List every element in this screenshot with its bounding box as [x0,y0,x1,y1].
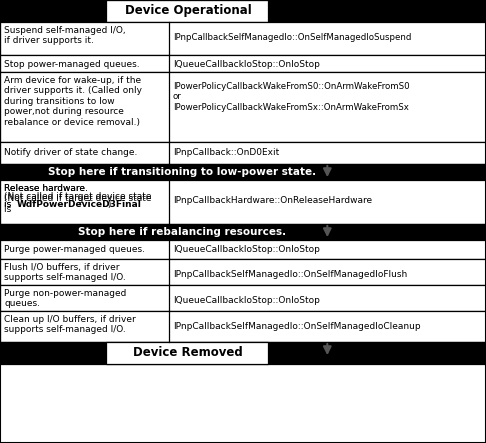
Bar [0,72,486,142]
Bar [0,342,486,364]
Text: Arm device for wake-up, if the
driver supports it. (Called only
during transitio: Arm device for wake-up, if the driver su… [4,76,142,127]
Text: WdfPowerDeviceD3Final: WdfPowerDeviceD3Final [17,200,142,209]
Text: Flush I/O buffers, if driver
supports self-managed I/O.: Flush I/O buffers, if driver supports se… [4,263,126,282]
Bar [106,0,268,22]
Bar [0,55,486,72]
Text: Purge non-power-managed
queues.: Purge non-power-managed queues. [4,289,126,308]
Text: Clean up I/O buffers, if driver
supports self-managed I/O.: Clean up I/O buffers, if driver supports… [4,315,136,334]
Text: Release hardware.
(Not called if target device state
is: Release hardware. (Not called if target … [4,184,152,214]
Text: is: is [4,200,14,209]
Text: IPowerPolicyCallbackWakeFromS0::OnArmWakeFromS0
or
IPowerPolicyCallbackWakeFromS: IPowerPolicyCallbackWakeFromS0::OnArmWak… [173,82,409,112]
Text: IPnpCallbackSelfManagedIo::OnSelfManagedIoCleanup: IPnpCallbackSelfManagedIo::OnSelfManaged… [173,322,420,331]
Text: IPnpCallbackHardware::OnReleaseHardware: IPnpCallbackHardware::OnReleaseHardware [173,196,372,205]
Text: Suspend self-managed I/O,
if driver supports it.: Suspend self-managed I/O, if driver supp… [4,26,125,45]
Text: IQueueCallbackIoStop::OnIoStop: IQueueCallbackIoStop::OnIoStop [173,245,319,254]
Bar [0,180,486,224]
Text: Device Removed: Device Removed [134,346,243,359]
Bar [0,224,486,240]
Text: Stop here if transitioning to low-power state.: Stop here if transitioning to low-power … [48,167,316,177]
Bar [0,240,486,259]
Bar [0,142,486,164]
Bar [0,164,486,180]
Text: .): .) [105,200,111,209]
Bar [0,0,486,22]
Text: is: is [4,200,14,209]
Text: IPnpCallbackSelfManagedIo::OnSelfManagedIoSuspend: IPnpCallbackSelfManagedIo::OnSelfManaged… [173,33,411,42]
Bar [106,342,268,364]
Text: Release hardware.: Release hardware. [4,184,88,193]
Bar [0,22,486,55]
Text: (Not called if target device state: (Not called if target device state [4,192,152,201]
Bar [0,259,486,285]
Text: Stop here if rebalancing resources.: Stop here if rebalancing resources. [78,227,286,237]
Text: Purge power-managed queues.: Purge power-managed queues. [4,245,145,254]
Text: Notify driver of state change.: Notify driver of state change. [4,148,138,157]
Text: IPnpCallbackSelfManagedIo::OnSelfManagedIoFlush: IPnpCallbackSelfManagedIo::OnSelfManaged… [173,270,407,279]
Text: Stop power-managed queues.: Stop power-managed queues. [4,60,139,69]
Text: IPnpCallback::OnD0Exit: IPnpCallback::OnD0Exit [173,148,279,157]
Text: IQueueCallbackIoStop::OnIoStop: IQueueCallbackIoStop::OnIoStop [173,60,319,69]
Text: IQueueCallbackIoStop::OnIoStop: IQueueCallbackIoStop::OnIoStop [173,296,319,305]
Bar [0,311,486,342]
Bar [0,285,486,311]
Text: Device Operational: Device Operational [125,4,252,17]
